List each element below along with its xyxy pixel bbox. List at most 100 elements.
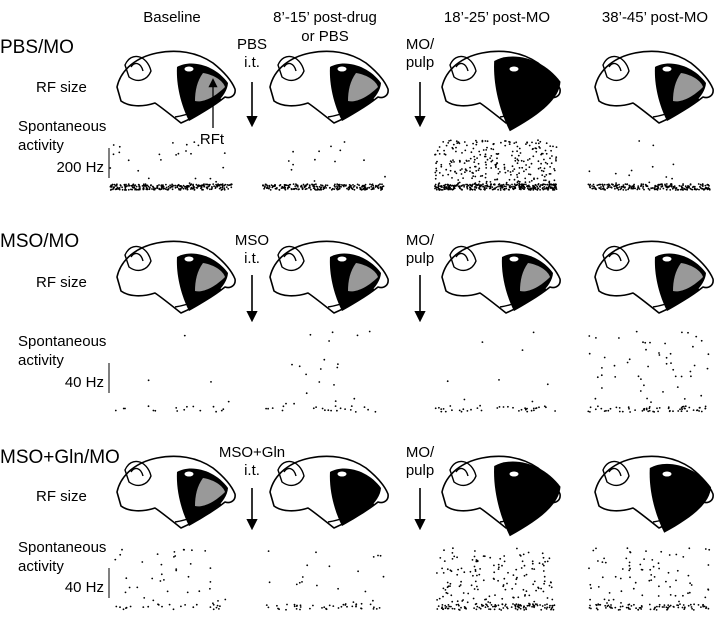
spike-dot	[530, 188, 532, 191]
spike-dot	[670, 362, 672, 364]
spike-dot	[488, 608, 490, 610]
spike-dot	[469, 170, 471, 173]
spike-dot	[636, 188, 639, 191]
spike-dot	[445, 606, 448, 608]
spike-dot	[653, 608, 655, 611]
spike-dot	[546, 603, 548, 606]
spike-dot	[449, 165, 452, 167]
spike-dot	[330, 145, 332, 148]
spike-dot	[438, 597, 441, 600]
spike-dot	[380, 187, 383, 190]
spike-dot	[291, 363, 293, 366]
spike-dot	[467, 592, 470, 595]
spike-dot	[515, 141, 518, 144]
spike-dot	[682, 594, 684, 597]
spike-dot	[614, 187, 616, 190]
spike-dot	[109, 167, 112, 169]
spike-dot	[653, 187, 656, 190]
spike-dot	[267, 187, 270, 190]
spike-dot	[515, 578, 518, 581]
spike-dot	[626, 361, 629, 364]
spike-dot	[521, 349, 524, 351]
spike-dot	[587, 183, 590, 186]
spike-dot	[543, 175, 546, 178]
spike-dot	[551, 606, 554, 609]
spike-dot	[218, 184, 221, 186]
spike-dot	[706, 183, 709, 186]
spike-dot	[681, 188, 683, 191]
spike-dot	[598, 187, 601, 190]
spike-dot	[449, 405, 452, 407]
spike-dot	[367, 408, 369, 411]
spike-dot	[473, 183, 476, 185]
spike-dot	[336, 186, 339, 189]
spike-dot	[312, 184, 315, 187]
spike-dot	[588, 335, 591, 337]
spike-dot	[372, 556, 375, 558]
spike-dot	[531, 560, 534, 563]
spike-dot	[486, 604, 488, 606]
spike-dot	[189, 188, 192, 190]
spike-dot	[434, 183, 437, 186]
spike-dot	[521, 560, 524, 563]
spike-dot	[452, 143, 455, 146]
spike-dot	[443, 153, 446, 155]
spike-dot	[290, 188, 293, 190]
spike-dot	[589, 406, 592, 409]
spike-dot	[687, 331, 689, 334]
spike-dot	[613, 364, 616, 367]
spike-dot	[445, 186, 448, 189]
spike-dot	[533, 178, 535, 181]
spike-dot	[312, 604, 314, 607]
spike-dot	[649, 608, 652, 611]
spike-dot	[659, 188, 662, 190]
spike-dot	[509, 184, 511, 187]
spike-dot	[121, 548, 123, 551]
spike-dot	[623, 186, 626, 189]
spike-dot	[603, 557, 605, 560]
ear	[124, 55, 152, 82]
spike-dot	[550, 162, 553, 165]
spike-dot	[521, 184, 524, 186]
rat-head	[441, 455, 561, 537]
spike-dot	[182, 187, 185, 190]
spike-dot	[222, 408, 225, 411]
spike-dot	[440, 607, 443, 610]
spike-dot	[543, 582, 545, 585]
spike-dot	[621, 568, 624, 570]
column-header: 38’-45’ post-MO	[602, 9, 708, 26]
spike-dot	[680, 375, 683, 378]
spike-dot	[493, 564, 495, 567]
spike-dot	[460, 410, 463, 413]
spike-dot	[482, 183, 484, 186]
spike-dot	[540, 608, 543, 611]
spike-dot	[328, 187, 331, 189]
spike-dot	[669, 586, 671, 588]
spike-dot	[220, 409, 223, 412]
spike-dot	[687, 592, 689, 595]
spike-dot	[339, 149, 342, 152]
spike-dot	[669, 189, 672, 191]
spike-dot	[512, 187, 514, 190]
spike-dot	[443, 188, 446, 191]
spike-dot	[322, 188, 325, 191]
spike-dot	[615, 182, 617, 185]
spike-dot	[219, 186, 222, 189]
spike-dot	[527, 188, 530, 191]
spike-dot	[535, 147, 538, 150]
spike-dot	[352, 186, 355, 188]
spike-dot	[466, 144, 468, 147]
spike-dot	[618, 183, 620, 186]
spike-dot	[484, 173, 487, 175]
spike-dot	[384, 175, 386, 178]
spike-dot	[223, 152, 226, 155]
spike-dot	[192, 405, 195, 408]
spike-dot	[282, 187, 284, 189]
spike-dot	[522, 188, 525, 191]
spike-dot	[630, 605, 633, 607]
spike-dot	[205, 186, 208, 189]
spike-dot	[316, 584, 318, 587]
spike-dot	[661, 185, 664, 187]
spike-dot	[698, 410, 700, 412]
spike-dot	[553, 168, 555, 170]
